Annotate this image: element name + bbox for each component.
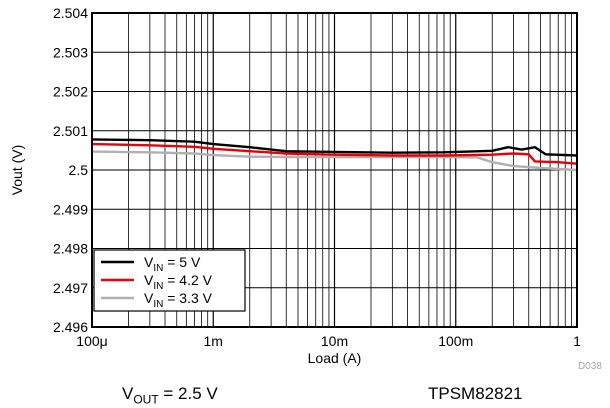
vout-caption: VOUT = 2.5 V <box>122 384 218 406</box>
vout-caption-rest: = 2.5 V <box>158 384 218 403</box>
y-tick-label: 2.503 <box>53 44 88 60</box>
legend-label-main: V <box>144 272 154 288</box>
x-tick-label: 100μ <box>76 333 107 349</box>
x-tick-label: 1 <box>573 333 581 349</box>
plot-frame <box>91 12 578 328</box>
legend-label-main: V <box>144 290 154 306</box>
y-tick-label: 2.501 <box>53 123 88 139</box>
y-tick-label: 2.498 <box>53 241 88 257</box>
legend-label-sub: IN <box>153 299 163 310</box>
legend-label-rest: = 5 V <box>163 254 201 270</box>
legend-label-3: VIN = 3.3 V <box>144 290 213 310</box>
legend-label-2: VIN = 4.2 V <box>144 272 213 292</box>
x-tick-labels: 100μ 1m 10m 100m 1 <box>76 333 581 349</box>
legend-label-sub: IN <box>153 281 163 292</box>
y-tick-label: 2.496 <box>53 319 88 335</box>
y-axis-label: Vout (V) <box>9 145 25 196</box>
vout-caption-sub: OUT <box>133 392 159 407</box>
series-line-1 <box>91 138 578 157</box>
series-lines <box>91 138 578 172</box>
y-tick-label: 2.497 <box>53 280 88 296</box>
legend-label-rest: = 3.3 V <box>163 290 212 306</box>
series-line-2 <box>91 142 578 165</box>
x-tick-label: 100m <box>438 333 473 349</box>
legend-label-rest: = 4.2 V <box>163 272 212 288</box>
series-line-3 <box>91 150 578 172</box>
legend-label-main: V <box>144 254 154 270</box>
y-tick-labels: 2.496 2.497 2.498 2.499 2.5 2.501 2.502 2.503 2.… <box>53 5 88 335</box>
figure-reference-id: D038 <box>578 361 602 372</box>
y-tick-label: 2.504 <box>53 5 88 21</box>
y-tick-label: 2.5 <box>69 162 89 178</box>
legend-label-1: VIN = 5 V <box>144 254 201 274</box>
y-tick-label: 2.499 <box>53 201 88 217</box>
device-name-caption: TPSM82821 <box>428 384 523 403</box>
legend-label-sub: IN <box>153 263 163 274</box>
vout-caption-main: V <box>122 384 134 403</box>
x-axis-label: Load (A) <box>308 350 362 366</box>
y-tick-label: 2.502 <box>53 84 88 100</box>
x-tick-label: 1m <box>204 333 223 349</box>
x-tick-label: 10m <box>321 333 348 349</box>
